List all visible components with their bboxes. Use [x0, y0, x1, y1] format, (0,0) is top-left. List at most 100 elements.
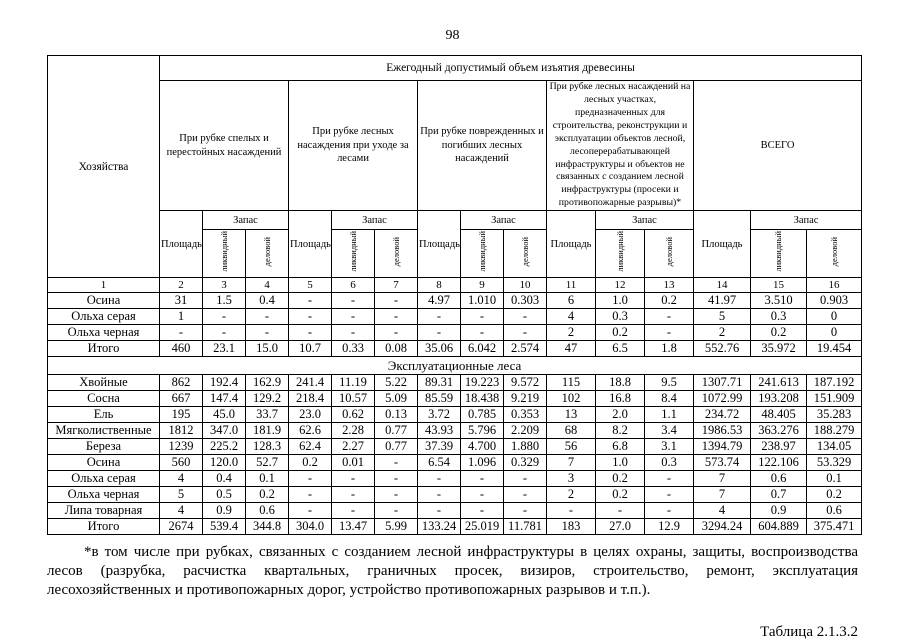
- footnote: *в том числе при рубках, связанных с соз…: [47, 544, 858, 599]
- value-cell: -: [503, 470, 547, 488]
- value-cell: 43.93: [417, 422, 461, 440]
- value-cell: 573.74: [693, 454, 751, 472]
- area-header-1: Площадь: [159, 210, 203, 279]
- table-row: Ольха черная - - - - - - - - -2 0.2-2 0.2 0: [47, 324, 863, 342]
- stock-liquid-header-2: ликвидный: [331, 229, 375, 279]
- value-cell: -: [460, 324, 504, 342]
- value-cell: -: [288, 470, 332, 488]
- stock-header-4: Запас: [595, 210, 694, 231]
- stock-header-5: Запас: [749, 210, 863, 231]
- value-cell: 0.2: [288, 454, 332, 472]
- value-cell: 0.6: [805, 502, 863, 520]
- stock-business-header-1-text: деловой: [261, 236, 272, 266]
- value-cell: 2.574: [503, 340, 547, 358]
- value-cell: -: [417, 486, 461, 504]
- group-header-2: При рубке лесных насаждения при уходе за…: [288, 79, 418, 212]
- value-cell: 35.283: [805, 406, 863, 424]
- value-cell: 241.4: [288, 374, 332, 392]
- value-cell: -: [331, 470, 375, 488]
- value-cell: 1.010: [460, 292, 504, 310]
- value-cell: 18.438: [460, 390, 504, 408]
- value-cell: 1.8: [644, 340, 694, 358]
- value-cell: 187.192: [805, 374, 863, 392]
- value-cell: 62.4: [288, 438, 332, 456]
- value-cell: 128.3: [245, 438, 289, 456]
- value-cell: -: [460, 486, 504, 504]
- value-cell: 181.9: [245, 422, 289, 440]
- value-cell: 11.781: [503, 518, 547, 536]
- value-cell: 375.471: [805, 518, 863, 536]
- header-row-stock-kinds: ликвидный деловой ликвидный деловой ликвидны…: [48, 229, 863, 279]
- value-cell: 35.972: [750, 340, 807, 358]
- value-cell: 1812: [159, 422, 203, 440]
- value-cell: -: [288, 502, 332, 520]
- table-row: Липа товарная 4 0.9 0.6- - - - - - - - -4 0.9 0.6: [47, 502, 863, 520]
- value-cell: 0.9: [750, 502, 807, 520]
- table-row: Ольха серая 4 0.4 0.1- - - - - -3 0.2-7 0.6 0.1: [47, 470, 863, 488]
- value-cell: 344.8: [245, 518, 289, 536]
- value-cell: 10.7: [288, 340, 332, 358]
- table-row: Мягколиственные 1812 347.0 181.9 62.6 2.28 0.7…: [47, 422, 863, 440]
- value-cell: 3.72: [417, 406, 461, 424]
- value-cell: 6: [546, 292, 596, 310]
- value-cell: 0.353: [503, 406, 547, 424]
- value-cell: 1.1: [644, 406, 694, 424]
- value-cell: -: [644, 470, 694, 488]
- value-cell: 89.31: [417, 374, 461, 392]
- value-cell: 0.33: [331, 340, 375, 358]
- value-cell: -: [644, 486, 694, 504]
- value-cell: 47: [546, 340, 596, 358]
- value-cell: 56: [546, 438, 596, 456]
- value-cell: -: [331, 292, 375, 310]
- table-row: Хвойные 862 192.4 162.9 241.4 11.19 5.22 89.31 1…: [47, 374, 863, 392]
- value-cell: 3.510: [750, 292, 807, 310]
- value-cell: 6.54: [417, 454, 461, 472]
- value-cell: 3.1: [644, 438, 694, 456]
- value-cell: -: [202, 308, 246, 326]
- value-cell: 1.880: [503, 438, 547, 456]
- value-cell: 862: [159, 374, 203, 392]
- stock-liquid-header-5-text: ликвидный: [773, 230, 784, 272]
- stock-business-header-1: деловой: [245, 229, 289, 279]
- value-cell: -: [417, 502, 461, 520]
- row-label: Ольха черная: [47, 324, 160, 342]
- value-cell: 5.09: [374, 390, 418, 408]
- value-cell: 37.39: [417, 438, 461, 456]
- value-cell: 0.4: [202, 470, 246, 488]
- value-cell: 5: [159, 486, 203, 504]
- value-cell: -: [503, 486, 547, 504]
- table-row: Сосна 667 147.4 129.2 218.4 10.57 5.09 85.59 18.…: [47, 390, 863, 408]
- value-cell: 11.19: [331, 374, 375, 392]
- stock-liquid-header-3-text: ликвидный: [476, 230, 487, 272]
- value-cell: 0: [805, 308, 863, 326]
- stock-business-header-2-text: деловой: [390, 236, 401, 266]
- column-number-8: 8: [417, 277, 461, 294]
- value-cell: 3294.24: [693, 518, 751, 536]
- value-cell: 53.329: [805, 454, 863, 472]
- value-cell: 129.2: [245, 390, 289, 408]
- value-cell: 2.209: [503, 422, 547, 440]
- stock-liquid-header-3: ликвидный: [460, 229, 504, 279]
- value-cell: 0.5: [202, 486, 246, 504]
- value-cell: -: [331, 324, 375, 342]
- value-cell: -: [331, 308, 375, 326]
- value-cell: 5: [693, 308, 751, 326]
- value-cell: 195: [159, 406, 203, 424]
- area-header-4: Площадь: [546, 210, 596, 279]
- group-header-1: При рубке спелых и перестойных насаждени…: [159, 79, 289, 212]
- column-number-16: 16: [805, 277, 863, 294]
- value-cell: 0.3: [595, 308, 645, 326]
- value-cell: 1394.79: [693, 438, 751, 456]
- table-caption: Таблица 2.1.3.2: [760, 624, 858, 641]
- value-cell: 192.4: [202, 374, 246, 392]
- value-cell: 6.042: [460, 340, 504, 358]
- value-cell: 5.796: [460, 422, 504, 440]
- value-cell: 0.77: [374, 422, 418, 440]
- table-row: Береза 1239 225.2 128.3 62.4 2.27 0.77 37.39 4.7…: [47, 438, 863, 456]
- table-row: Ольха серая 1- - - - - - - -4 0.3-5 0.3 0: [47, 308, 863, 326]
- column-number-7: 7: [374, 277, 418, 294]
- row-label: Ель: [47, 406, 160, 424]
- value-cell: 23.1: [202, 340, 246, 358]
- value-cell: 35.06: [417, 340, 461, 358]
- area-header-5: Площадь: [693, 210, 751, 279]
